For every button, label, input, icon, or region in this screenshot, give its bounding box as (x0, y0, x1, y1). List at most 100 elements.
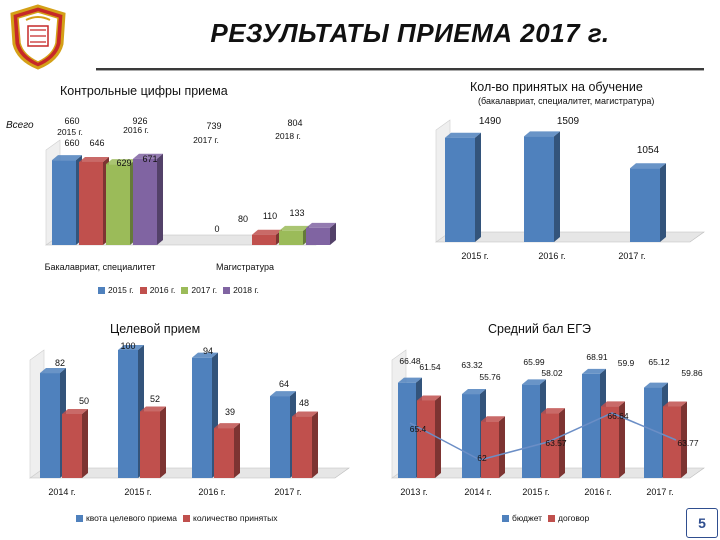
chart3-bar (140, 406, 166, 478)
chart2-value-label: 1054 (637, 145, 660, 156)
chart4-trend-line (409, 412, 677, 461)
chart4-bar (663, 401, 687, 478)
chart4-value-label: 63.32 (461, 360, 483, 370)
chart1-category-label: Магистратура (216, 262, 274, 272)
chart1-legend-label: 2017 г. (191, 285, 218, 295)
chart1-legend-swatch (223, 287, 231, 295)
chart1-bar (306, 222, 336, 245)
chart1-legend-swatch (139, 287, 147, 295)
chart3-title: Целевой прием (110, 322, 201, 336)
chart2-title: Кол-во принятых на обучение (470, 80, 643, 94)
chart1-value-label: 133 (289, 208, 304, 218)
chart4-category-label: 2017 г. (646, 487, 673, 497)
chart3-value-label: 64 (279, 379, 289, 389)
chart3-legend-swatch (183, 515, 190, 523)
chart3-value-label: 94 (203, 346, 213, 356)
chart2-bar (630, 163, 666, 242)
chart3-legend-item: квота целевого приема (76, 513, 177, 523)
chart1-legend-item: 2016 г. (139, 285, 176, 295)
chart4-value-label: 61.54 (419, 362, 441, 372)
chart1-value-label: 671 (142, 154, 157, 164)
title-underline (96, 68, 704, 70)
chart4-legend: бюджет договор (502, 513, 589, 523)
chart1-category-label: Бакалавриат, специалитет (45, 262, 156, 272)
chart1-total-label: 2017 г. (193, 135, 219, 145)
chart1-total-value: 804 (287, 118, 302, 128)
chart2-bar (445, 132, 481, 242)
chart1-legend-label: 2016 г. (149, 285, 176, 295)
chart3-category-label: 2014 г. (48, 487, 75, 497)
chart4-legend-swatch (548, 515, 556, 523)
chart4-bar (601, 401, 625, 478)
slide-title: РЕЗУЛЬТАТЫ ПРИЕМА 2017 г. (210, 18, 610, 48)
chart2-category-label: 2017 г. (618, 251, 645, 261)
chart2-enrolled: 1490 1509 1054 2015 г. 2016 г. 2017 г. (435, 116, 705, 261)
chart3-svg: 82 100 94 64 50 52 39 48 2014 г. 2015 г. 2016 г. 20… (29, 341, 350, 497)
chart1-legend-item: 2015 г. (98, 285, 134, 295)
chart3-legend-item: количество принятых (183, 513, 278, 523)
chart4-category-label: 2016 г. (584, 487, 611, 497)
chart3-bar (214, 423, 240, 478)
chart4-legend-swatch (502, 515, 509, 523)
chart3-legend-label: квота целевого приема (86, 513, 177, 523)
chart4-value-label: 65.12 (648, 357, 670, 367)
chart4-legend-item: бюджет (502, 513, 542, 523)
chart2-value-label: 1490 (479, 116, 502, 127)
chart1-row-label: Всего (6, 120, 34, 131)
chart1-value-label: 629 (116, 158, 131, 168)
chart3-targeted-admission: 82 100 94 64 50 52 39 48 2014 г. 2015 г. 2016 г. 20… (29, 341, 350, 497)
chart1-legend-swatch (181, 287, 189, 295)
chart1-total-value: 660 (64, 116, 79, 126)
chart2-bar (524, 131, 560, 242)
chart4-legend-label: договор (558, 513, 590, 523)
chart4-line-label: 63.57 (545, 438, 567, 448)
chart4-title: Средний бал ЕГЭ (488, 322, 591, 336)
chart4-category-label: 2015 г. (522, 487, 549, 497)
chart4-category-label: 2014 г. (464, 487, 491, 497)
chart1-legend-label: 2015 г. (108, 285, 134, 295)
chart1-admission-targets: Бакалавриат, специалитет Магистратура 660 0… (0, 0, 336, 300)
chart3-value-label: 50 (79, 396, 89, 406)
chart3-category-label: 2017 г. (274, 487, 301, 497)
chart3-category-label: 2016 г. (198, 487, 225, 497)
chart1-legend-label: 2018 г. (233, 285, 259, 295)
chart4-line-label: 66.64 (607, 411, 629, 421)
chart1-svg: Бакалавриат, специалитет Магистратура 660 0… (45, 116, 336, 272)
chart1-total-label: 2018 г. (275, 131, 301, 141)
chart1-legend-swatch (98, 287, 105, 295)
chart3-value-label: 48 (299, 398, 309, 408)
chart1-legend-item: 2018 г. (223, 285, 259, 295)
chart4-line-label: 62 (477, 453, 487, 463)
chart4-legend-item: договор (548, 513, 589, 523)
chart4-value-label: 55.76 (479, 372, 501, 382)
chart4-bar (541, 408, 565, 478)
chart3-legend-label: количество принятых (193, 513, 278, 523)
chart1-total-label: 2015 г. (57, 127, 83, 137)
chart2-svg: 1490 1509 1054 2015 г. 2016 г. 2017 г. (435, 116, 705, 261)
chart1-value-label: 0 (214, 224, 219, 234)
chart1-bar (79, 156, 109, 245)
chart4-bar (417, 395, 441, 478)
chart1-value-label: 646 (89, 138, 104, 148)
chart1-total-value: 926 (132, 116, 147, 126)
chart4-value-label: 58.02 (541, 368, 563, 378)
chart1-total-value: 739 (206, 121, 221, 131)
chart4-line-label: 65.4 (410, 424, 427, 434)
chart1-legend-item: 2017 г. (181, 285, 217, 295)
chart4-legend-label: бюджет (512, 513, 543, 523)
chart4-value-label: 66.48 (399, 356, 421, 366)
chart4-value-label: 59.9 (618, 358, 635, 368)
chart3-value-label: 39 (225, 407, 235, 417)
chart1-legend: 2015 г. 2016 г. 2017 г. 2018 г. (98, 285, 259, 295)
chart2-category-label: 2015 г. (461, 251, 488, 261)
chart3-legend-swatch (76, 515, 83, 523)
chart1-value-label: 80 (238, 214, 248, 224)
page-number: 5 (686, 508, 718, 538)
chart4-value-label: 59.86 (681, 368, 703, 378)
chart3-legend: квота целевого приема количество принятых (76, 513, 278, 523)
chart4-bar (481, 416, 505, 478)
chart3-bar (292, 411, 318, 478)
chart1-title: Контрольные цифры приема (60, 84, 228, 98)
